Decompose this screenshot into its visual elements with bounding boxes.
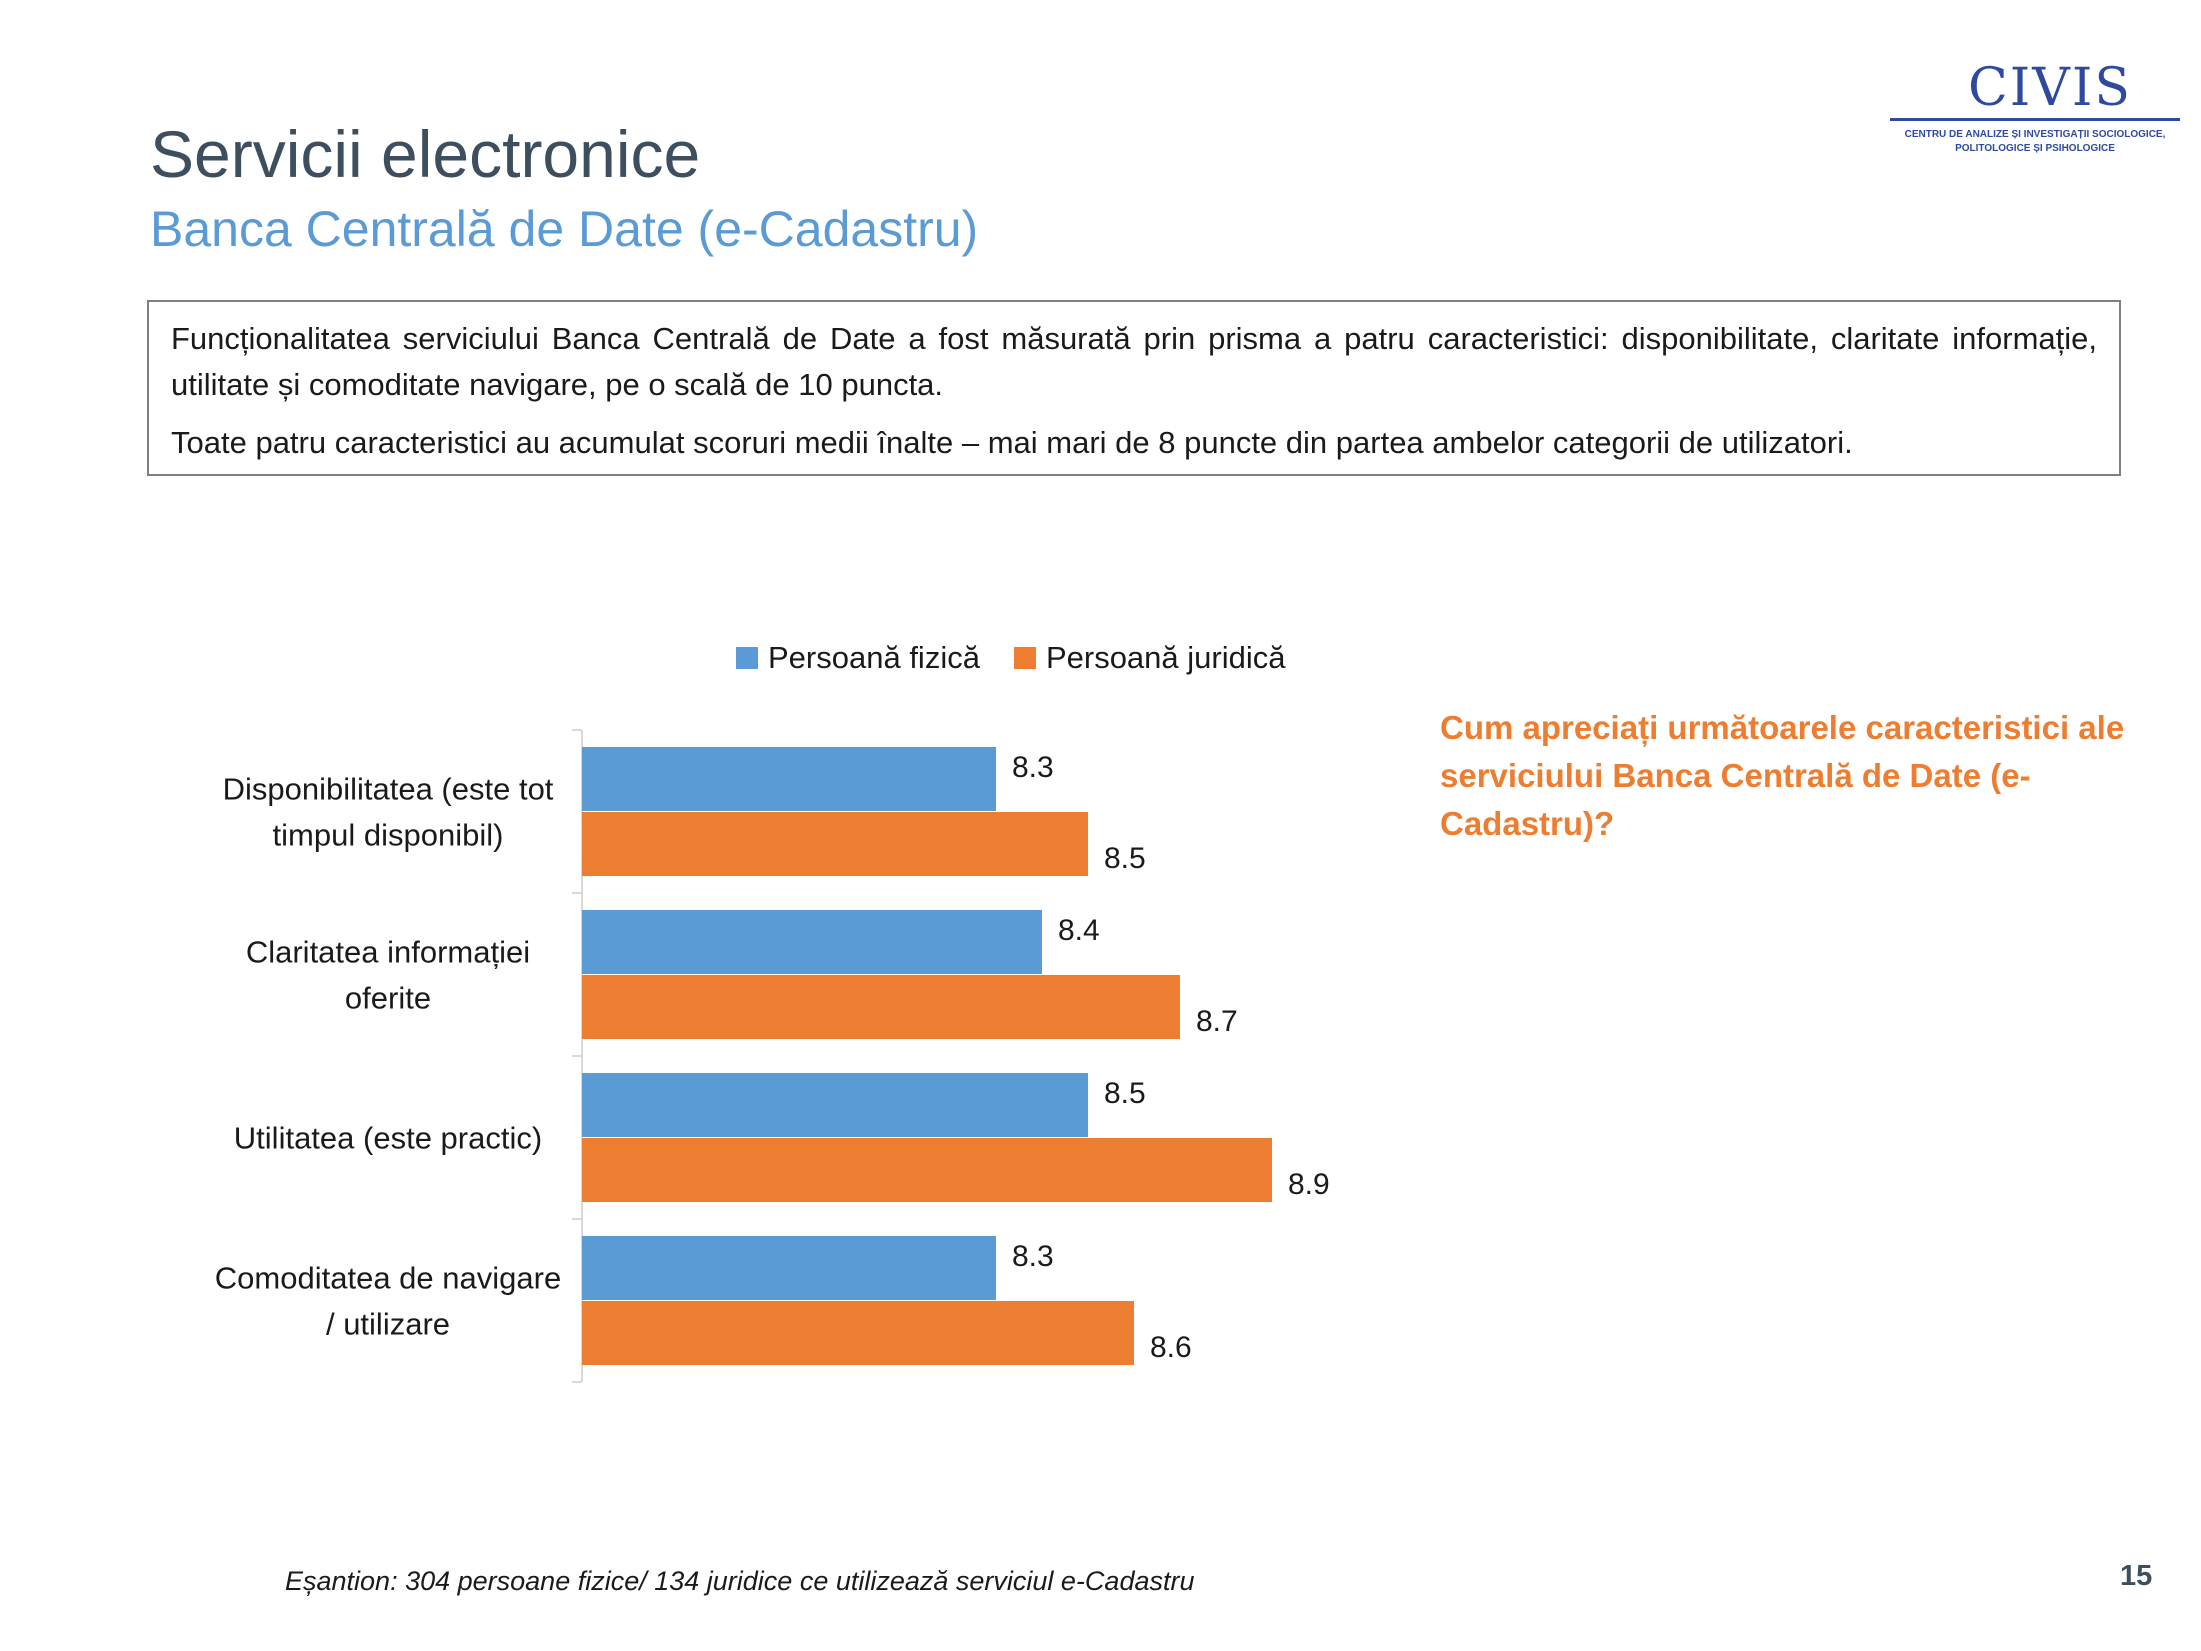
civis-logo: CIVIS CENTRU DE ANALIZE ȘI INVESTIGAȚII … — [1890, 58, 2180, 168]
category-label-line: timpul disponibil) — [273, 818, 504, 853]
data-label: 8.9 — [1288, 1168, 1330, 1201]
bar-persoana-juridica — [582, 812, 1088, 876]
page-title: Servicii electronice — [150, 117, 701, 191]
logo-rule — [1890, 118, 2180, 121]
logo-mark: CIVIS — [1967, 58, 2133, 118]
legend-swatch-persoana-fizica — [736, 647, 758, 669]
category-label: Disponibilitatea (este tot timpul disponi… — [223, 772, 554, 853]
bar-chart-svg: Disponibilitatea (este tot timpul disponi… — [215, 729, 1330, 1383]
data-label: 8.3 — [1012, 1240, 1054, 1273]
category-label: Claritatea informației oferite — [246, 935, 530, 1016]
bar-chart: Disponibilitatea (este tot timpul disponi… — [0, 700, 1400, 1400]
bar-persoana-juridica — [582, 1301, 1134, 1365]
bar-persoana-fizica — [582, 1073, 1088, 1137]
logo-subtitle: CENTRU DE ANALIZE ȘI INVESTIGAȚII SOCIOL… — [1904, 129, 2166, 154]
category-label-line: Disponibilitatea (este tot — [223, 772, 554, 807]
category-label-line: / utilizare — [326, 1307, 450, 1342]
survey-question: Cum apreciați următoarele caracteristici… — [1440, 709, 2125, 842]
description-box: Funcționalitatea serviciului Banca Centr… — [147, 300, 2121, 476]
bar-persoana-fizica — [582, 1236, 996, 1300]
data-label: 8.5 — [1104, 1077, 1146, 1110]
page-subtitle: Banca Centrală de Date (e-Cadastru) — [150, 201, 979, 257]
legend-label-persoana-juridica: Persoană juridică — [1045, 640, 1286, 675]
page-number: 15 — [2120, 1560, 2153, 1592]
data-label: 8.4 — [1058, 914, 1100, 947]
description-paragraph-1: Funcționalitatea serviciului Banca Centr… — [171, 321, 2097, 402]
legend-item-persoana-juridica: Persoană juridică — [1013, 640, 1286, 676]
bar-persoana-juridica — [582, 1138, 1272, 1202]
category-label-line: Claritatea informației — [246, 935, 530, 970]
data-label: 8.3 — [1012, 751, 1054, 784]
description-paragraph-2: Toate patru caracteristici au acumulat s… — [171, 425, 1853, 460]
data-label: 8.6 — [1150, 1331, 1192, 1364]
category-label-line: Utilitatea (este practic) — [234, 1121, 542, 1156]
legend-swatch-persoana-juridica — [1013, 647, 1036, 669]
bar-persoana-fizica — [582, 747, 996, 811]
category-label: Comoditatea de navigare / utilizare — [215, 1261, 561, 1342]
bar-persoana-fizica — [582, 910, 1042, 974]
category-label-line: Comoditatea de navigare — [215, 1261, 561, 1296]
category-label: Utilitatea (este practic) — [234, 1121, 542, 1156]
bar-persoana-juridica — [582, 975, 1180, 1039]
sample-note: Eșantion: 304 persoane fizice/ 134 jurid… — [285, 1566, 1195, 1596]
legend-item-persoana-fizica: Persoană fizică — [736, 640, 980, 676]
category-label-line: oferite — [345, 981, 431, 1016]
legend-label-persoana-fizica: Persoană fizică — [768, 640, 980, 675]
data-label: 8.5 — [1104, 842, 1146, 875]
data-label: 8.7 — [1196, 1005, 1238, 1038]
chart-legend: Persoană fizică Persoană juridică — [736, 640, 1319, 676]
